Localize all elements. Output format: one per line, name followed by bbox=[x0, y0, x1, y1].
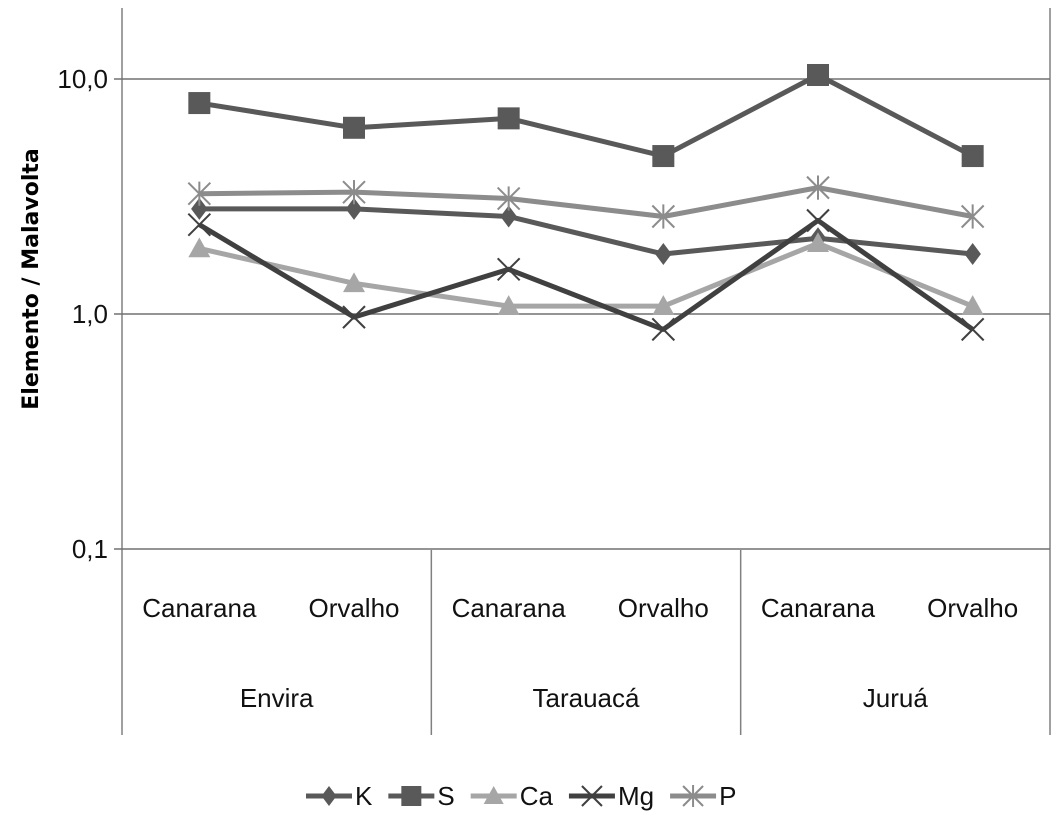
legend: K S Ca Mg P bbox=[306, 781, 736, 811]
legend-label: P bbox=[719, 781, 736, 811]
series-mg bbox=[187, 208, 985, 342]
series-line bbox=[199, 185, 974, 219]
legend-label: Mg bbox=[618, 781, 654, 811]
legend-item-s: S bbox=[388, 781, 455, 811]
legend-item-mg: Mg bbox=[568, 781, 654, 811]
marker-asterisk bbox=[682, 785, 704, 807]
marker-diamond bbox=[500, 205, 517, 228]
marker-triangle bbox=[188, 237, 211, 258]
y-tick-label: 0,1 bbox=[72, 534, 108, 564]
marker-asterisk bbox=[342, 180, 366, 205]
series-line bbox=[198, 72, 974, 159]
marker-square bbox=[807, 63, 829, 86]
marker-x-stroke bbox=[581, 785, 603, 807]
series-s bbox=[188, 63, 984, 168]
marker-triangle bbox=[961, 295, 984, 315]
marker-triangle bbox=[343, 272, 365, 293]
y-axis-label: Elemento / Malavolta bbox=[19, 148, 44, 409]
marker-x bbox=[960, 317, 985, 342]
marker-triangle bbox=[497, 295, 520, 315]
y-tick-labels: 10,0 1,0 0,1 bbox=[57, 64, 108, 564]
x-category-separators bbox=[430, 550, 742, 735]
marker-triangle bbox=[483, 786, 504, 804]
x-group-label: Tarauacá bbox=[533, 683, 640, 713]
x-category-label: Orvalho bbox=[618, 593, 709, 623]
marker-diamond bbox=[321, 786, 337, 806]
marker-x bbox=[342, 305, 366, 329]
x-group-label: Envira bbox=[240, 683, 314, 713]
series-lines bbox=[187, 63, 985, 342]
marker-square bbox=[497, 107, 520, 130]
marker-x-stroke bbox=[806, 208, 830, 233]
marker-x-stroke bbox=[960, 317, 985, 342]
x-category-label: Orvalho bbox=[308, 593, 399, 623]
y-tick-label: 10,0 bbox=[57, 64, 108, 94]
x-category-labels: Canarana Orvalho Canarana Orvalho Canarana Or… bbox=[142, 593, 1018, 623]
legend-item-k: K bbox=[306, 781, 373, 811]
legend-label: Ca bbox=[520, 781, 554, 811]
marker-x-stroke bbox=[651, 317, 676, 342]
x-group-labels: Envira Tarauacá Juruá bbox=[240, 683, 929, 713]
marker-diamond bbox=[655, 243, 672, 266]
marker-x bbox=[651, 317, 676, 342]
x-category-label: Canarana bbox=[142, 593, 257, 623]
marker-asterisk bbox=[187, 181, 212, 206]
legend-item-p: P bbox=[670, 781, 736, 811]
marker-diamond bbox=[191, 197, 208, 220]
legend-label: K bbox=[355, 781, 373, 811]
legend-label: S bbox=[437, 781, 454, 811]
x-category-label: Canarana bbox=[761, 593, 876, 623]
marker-asterisk bbox=[960, 204, 985, 229]
marker-square bbox=[652, 145, 675, 168]
series-p bbox=[187, 175, 985, 229]
y-tick-label: 1,0 bbox=[72, 299, 108, 329]
marker-asterisk bbox=[806, 175, 830, 200]
marker-square bbox=[401, 786, 422, 806]
marker-x-stroke bbox=[496, 257, 521, 281]
series-line bbox=[198, 240, 974, 309]
series-ca bbox=[188, 232, 984, 315]
marker-x bbox=[187, 212, 212, 237]
x-category-label: Orvalho bbox=[927, 593, 1018, 623]
legend-item-ca: Ca bbox=[470, 781, 554, 811]
marker-x-stroke bbox=[342, 305, 366, 329]
marker-triangle bbox=[807, 232, 829, 253]
marker-square bbox=[961, 145, 984, 168]
x-group-label: Juruá bbox=[863, 683, 929, 713]
marker-square bbox=[343, 116, 365, 139]
gridlines bbox=[114, 78, 1050, 550]
marker-asterisk bbox=[651, 204, 676, 229]
marker-x-stroke bbox=[187, 212, 212, 237]
marker-diamond bbox=[345, 197, 363, 220]
marker-x bbox=[806, 208, 830, 233]
marker-x bbox=[496, 257, 521, 281]
marker-asterisk bbox=[496, 186, 521, 211]
marker-x bbox=[581, 785, 603, 807]
plot-frame bbox=[121, 8, 1051, 735]
series-line bbox=[198, 217, 975, 332]
marker-square bbox=[188, 92, 211, 115]
marker-diamond bbox=[964, 243, 981, 266]
x-category-label: Canarana bbox=[452, 593, 567, 623]
marker-triangle bbox=[652, 295, 675, 315]
